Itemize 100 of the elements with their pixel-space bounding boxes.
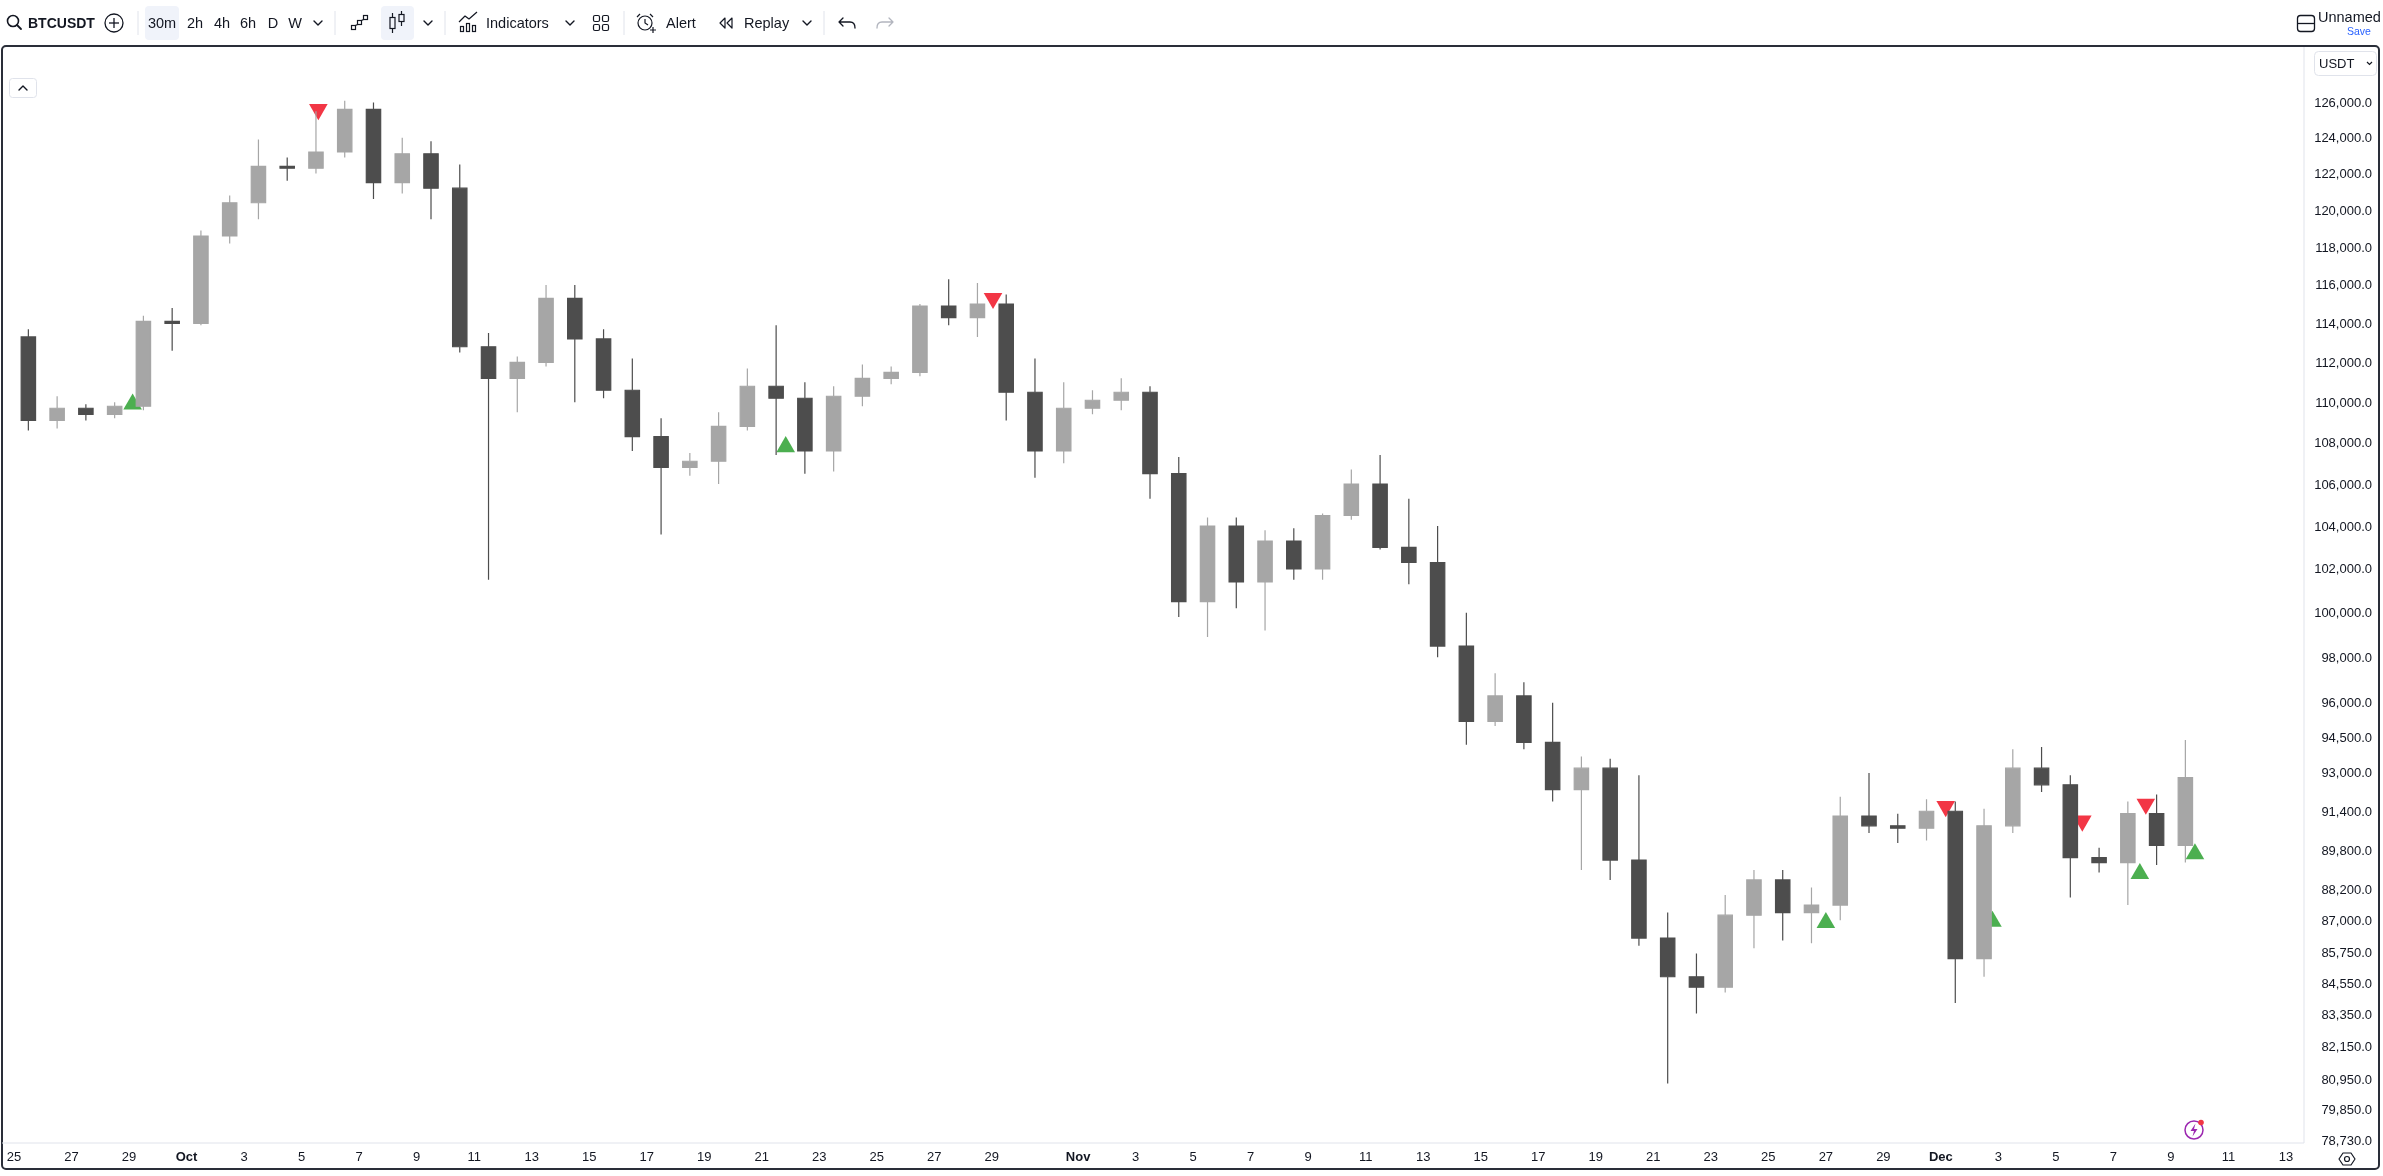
candlestick bbox=[1861, 772, 1877, 834]
text: Alert bbox=[666, 15, 696, 31]
candlestick bbox=[1429, 525, 1446, 658]
y-tick-label: 80,950.0 bbox=[2321, 1071, 2372, 1087]
text: 2h bbox=[186, 15, 204, 31]
candlestick bbox=[1573, 755, 1590, 871]
y-tick-label: 83,350.0 bbox=[2321, 1007, 2372, 1023]
y-tick-label: 88,200.0 bbox=[2321, 882, 2372, 898]
x-tick-label: 11 bbox=[1358, 1149, 1373, 1164]
x-tick-label: 7 bbox=[355, 1149, 363, 1164]
candlestick bbox=[1314, 512, 1331, 581]
candlestick bbox=[1544, 702, 1561, 803]
y-tick-label: 108,000.0 bbox=[2314, 435, 2372, 451]
x-tick-label: 27 bbox=[1818, 1149, 1834, 1164]
candlestick bbox=[1976, 808, 1992, 978]
candlestick bbox=[595, 328, 612, 399]
y-tick-label: 82,150.0 bbox=[2321, 1039, 2372, 1055]
candlestick bbox=[451, 163, 468, 354]
candlestick bbox=[1487, 672, 1503, 727]
x-tick-label: 15 bbox=[581, 1149, 597, 1164]
x-tick-label: Oct bbox=[175, 1149, 199, 1164]
candlestick bbox=[423, 140, 439, 220]
x-tick-label: 17 bbox=[1531, 1149, 1546, 1164]
candlestick bbox=[221, 194, 238, 245]
y-tick-label: 87,000.0 bbox=[2321, 912, 2372, 928]
candlestick bbox=[1027, 357, 1043, 479]
candlestick bbox=[1401, 498, 1417, 585]
y-tick-label: 120,000.0 bbox=[2314, 202, 2372, 218]
candlestick bbox=[1084, 389, 1101, 415]
candlestick bbox=[250, 138, 267, 220]
y-tick-label: 104,000.0 bbox=[2314, 518, 2372, 534]
candlestick bbox=[1803, 886, 1820, 944]
candlestick bbox=[2005, 748, 2021, 834]
x-tick-label: 19 bbox=[1588, 1149, 1604, 1164]
y-tick-label: 79,850.0 bbox=[2321, 1102, 2372, 1118]
candlestick bbox=[1947, 801, 1964, 1004]
x-tick-label: 7 bbox=[2109, 1149, 2118, 1164]
text: Unnamed bbox=[2318, 9, 2381, 25]
candlestick bbox=[480, 332, 497, 581]
text: 30m bbox=[147, 15, 177, 31]
y-tick-label: 78,730.0 bbox=[2321, 1133, 2372, 1149]
y-tick-label: 91,400.0 bbox=[2321, 803, 2372, 819]
candlestick bbox=[1142, 385, 1158, 500]
x-tick-label: 13 bbox=[524, 1149, 539, 1164]
candlestick bbox=[682, 452, 698, 477]
y-tick-label: 112,000.0 bbox=[2315, 354, 2372, 370]
x-tick-label: 25 bbox=[6, 1149, 22, 1164]
candlestick bbox=[1257, 529, 1273, 632]
candlestick bbox=[78, 403, 94, 421]
y-tick-label: 126,000.0 bbox=[2314, 94, 2372, 110]
x-tick-label: 9 bbox=[2167, 1149, 2175, 1164]
candlestick bbox=[1516, 681, 1532, 750]
candlestick bbox=[883, 365, 899, 385]
candlestick bbox=[1832, 796, 1849, 921]
candlestick bbox=[1113, 377, 1130, 411]
x-tick-label: 21 bbox=[1646, 1149, 1661, 1164]
candlestick bbox=[1659, 912, 1676, 1085]
x-tick-label: 21 bbox=[754, 1149, 769, 1164]
x-tick-label: 11 bbox=[2221, 1149, 2236, 1164]
candlestick bbox=[969, 282, 986, 338]
candlestick bbox=[20, 328, 37, 432]
candlestick bbox=[1343, 468, 1360, 521]
candlestick bbox=[365, 101, 382, 200]
candlestick bbox=[912, 303, 928, 377]
candlestick bbox=[567, 284, 583, 403]
x-tick-label: 17 bbox=[639, 1149, 654, 1164]
x-tick-label: 15 bbox=[1473, 1149, 1488, 1164]
x-tick-label: 29 bbox=[1876, 1149, 1891, 1164]
y-tick-label: 116,000.0 bbox=[2315, 277, 2372, 293]
candlestick bbox=[1199, 517, 1216, 638]
text: Indicators bbox=[486, 15, 549, 31]
candlestick bbox=[768, 324, 784, 456]
candlestick bbox=[1918, 798, 1935, 842]
text: 6h bbox=[239, 15, 257, 31]
x-tick-label: 3 bbox=[1132, 1149, 1140, 1164]
x-tick-label: 25 bbox=[869, 1149, 885, 1164]
x-tick-label: 13 bbox=[2278, 1149, 2294, 1164]
y-tick-label: 100,000.0 bbox=[2314, 605, 2372, 621]
candlestick bbox=[336, 100, 353, 158]
x-tick-label: 27 bbox=[927, 1149, 942, 1164]
y-tick-label: 94,500.0 bbox=[2321, 730, 2372, 746]
text: Replay bbox=[744, 15, 790, 31]
candlestick bbox=[1774, 869, 1791, 942]
text: Save bbox=[2347, 25, 2372, 37]
y-tick-label: 102,000.0 bbox=[2314, 561, 2372, 577]
candlestick bbox=[1170, 456, 1187, 618]
candlestick bbox=[710, 411, 727, 485]
candlestick bbox=[538, 284, 554, 367]
candlestick bbox=[1372, 454, 1388, 551]
x-tick-label: 5 bbox=[1189, 1149, 1197, 1164]
candlestick bbox=[1631, 774, 1647, 947]
candlestick bbox=[2033, 746, 2050, 793]
x-tick-label: Nov bbox=[1065, 1149, 1092, 1164]
x-tick-label: 3 bbox=[240, 1149, 248, 1164]
candlestick bbox=[1688, 952, 1705, 1015]
x-tick-label: 23 bbox=[812, 1149, 827, 1164]
x-tick-label: 3 bbox=[1994, 1149, 2003, 1164]
x-tick-label: 29 bbox=[984, 1149, 1000, 1164]
y-tick-label: 93,000.0 bbox=[2321, 765, 2372, 781]
y-tick-label: 114,000.0 bbox=[2315, 315, 2372, 331]
